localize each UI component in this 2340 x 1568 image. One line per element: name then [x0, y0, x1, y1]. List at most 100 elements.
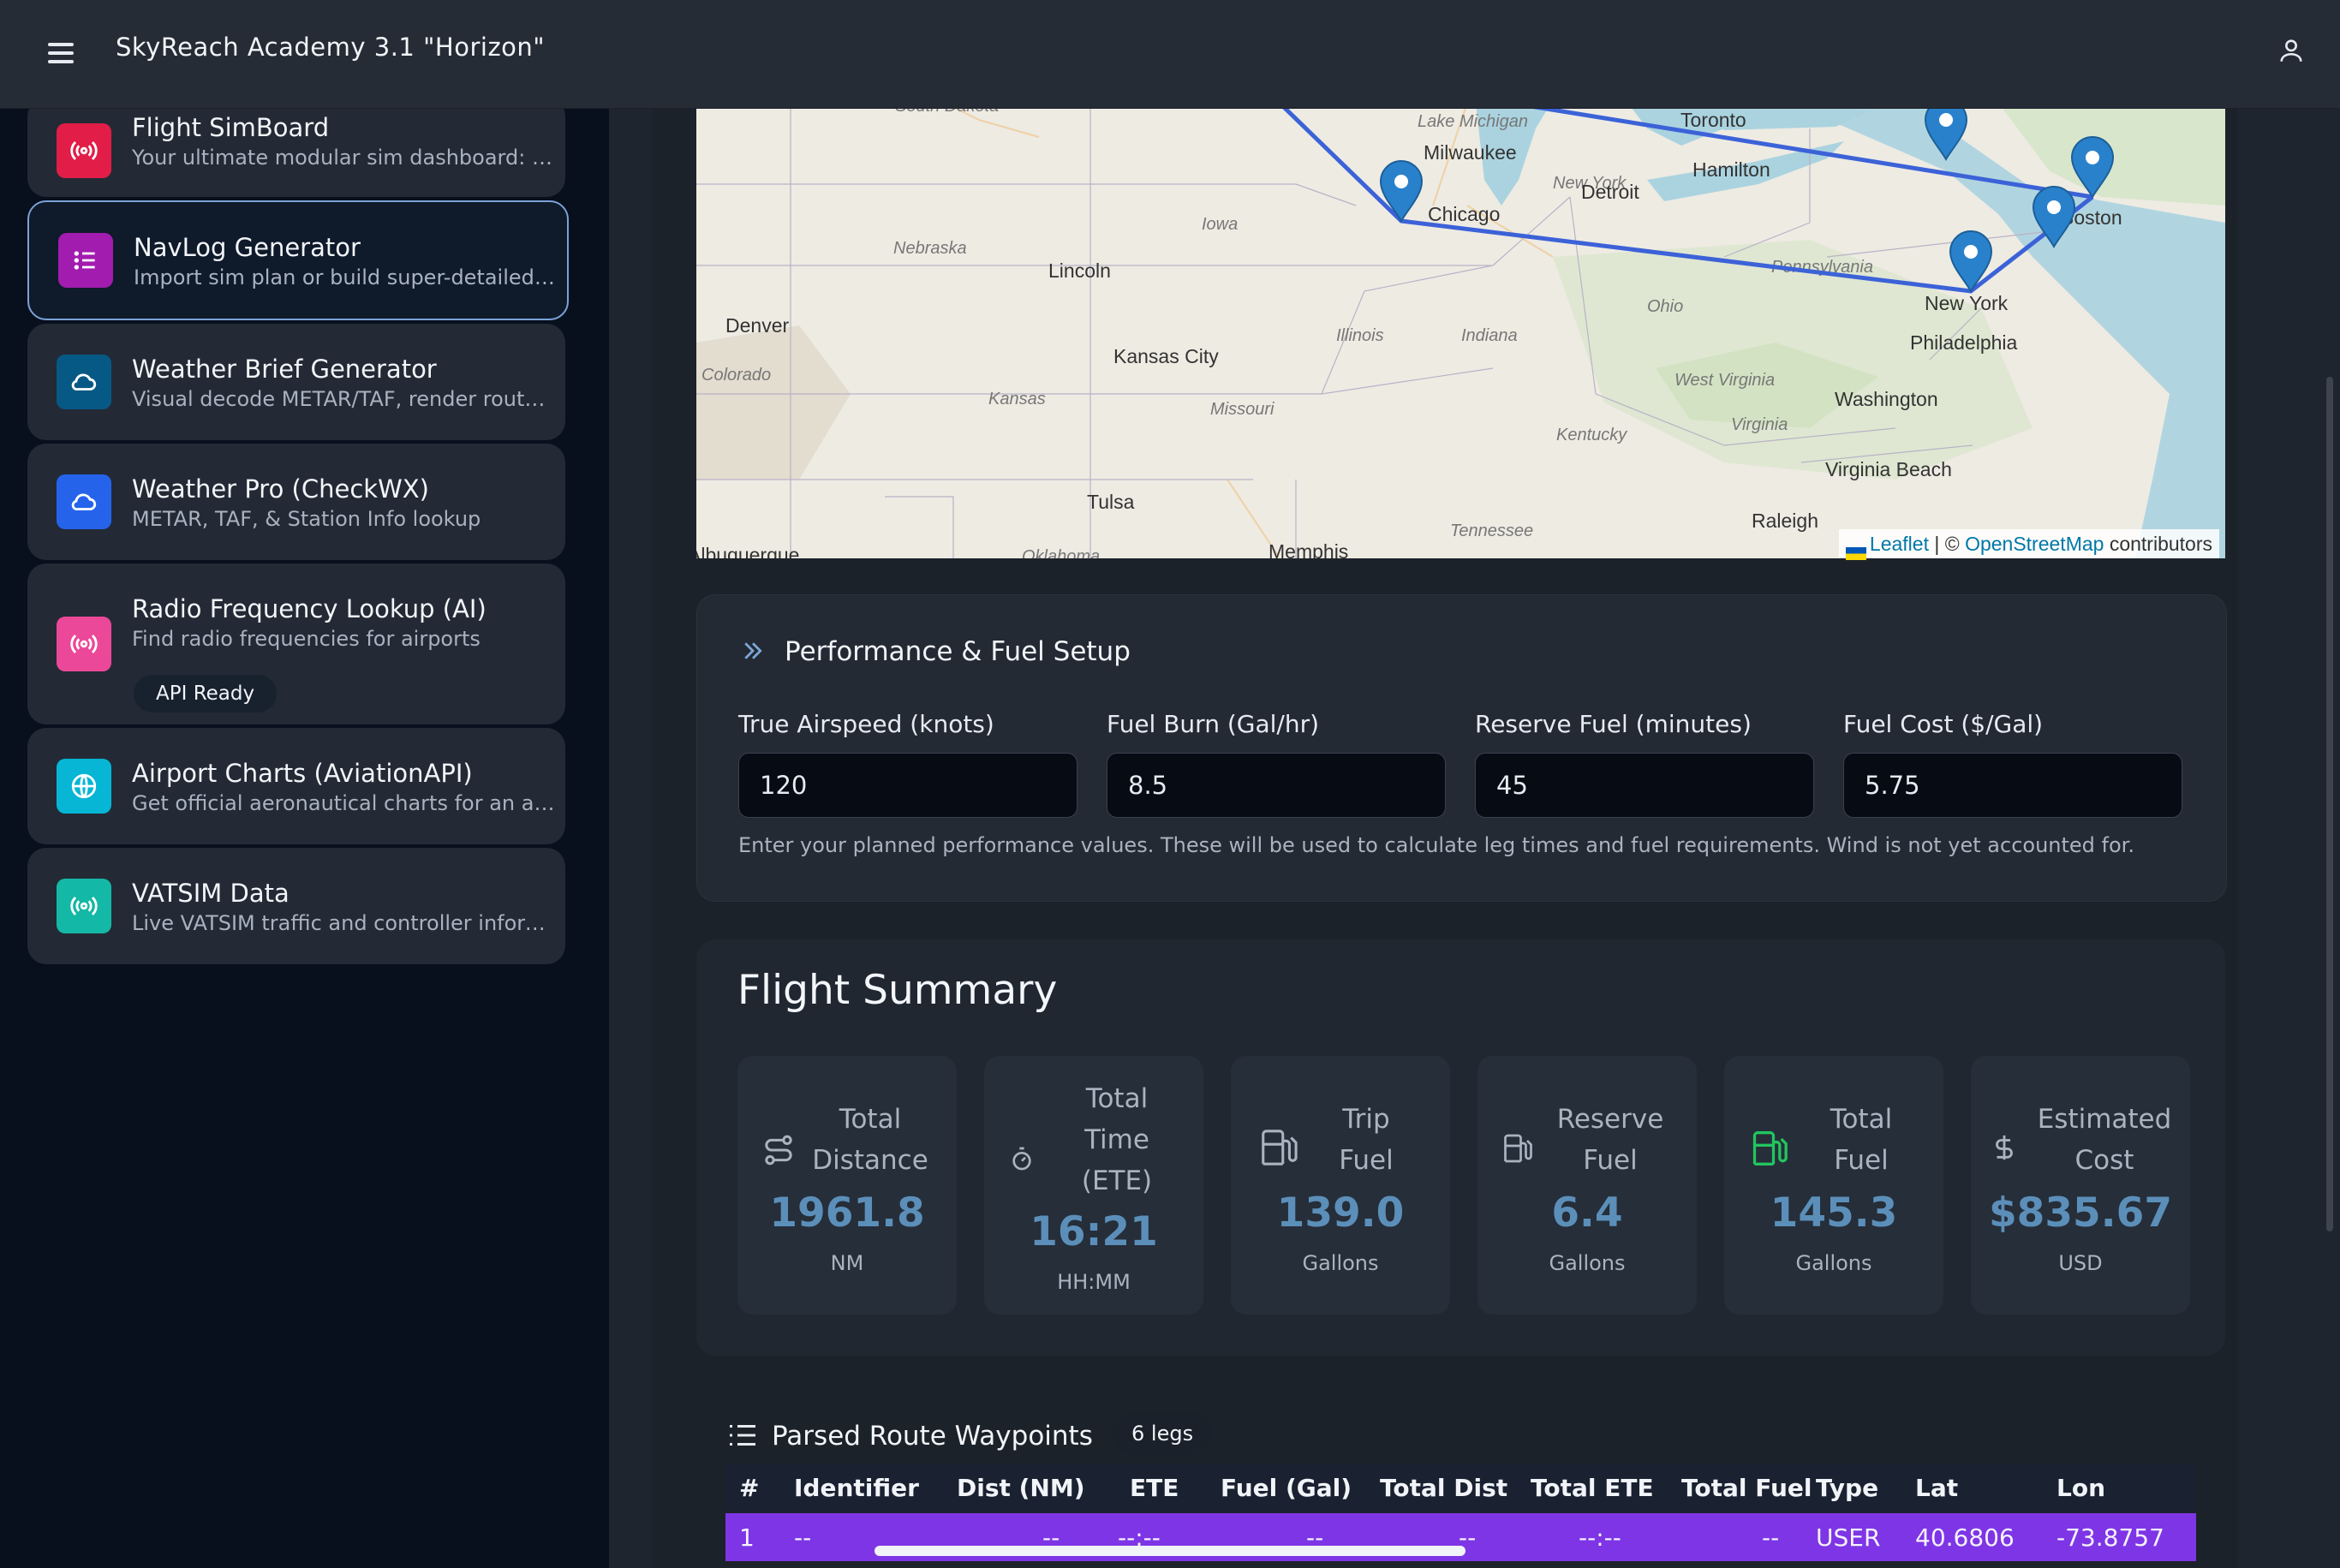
user-icon[interactable]	[2277, 36, 2306, 65]
horizontal-scrollbar[interactable]	[875, 1546, 1465, 1556]
stat-value: $835.67	[1988, 1189, 2173, 1237]
sidebar-item-desc: Visual decode METAR/TAF, render route ..…	[132, 387, 556, 411]
fuel-pump-icon	[1752, 1131, 1788, 1166]
svg-text:Iowa: Iowa	[1202, 215, 1238, 234]
svg-text:New York: New York	[1553, 174, 1627, 193]
column-header[interactable]: Identifier	[794, 1474, 919, 1502]
section-title: Parsed Route Waypoints	[772, 1421, 1093, 1452]
svg-text:Ohio: Ohio	[1647, 297, 1683, 316]
table-cell: 40.6806	[1915, 1523, 2015, 1552]
svg-text:Hamilton: Hamilton	[1692, 158, 1770, 181]
stat-label: Reserve Fuel	[1556, 1104, 1664, 1176]
cloud-icon	[57, 474, 111, 529]
column-header[interactable]: Dist (NM)	[957, 1474, 1085, 1502]
svg-text:Detroit: Detroit	[1581, 181, 1639, 203]
sidebar-item-title: Airport Charts (AviationAPI)	[132, 759, 473, 788]
stat-value: 16:21	[1030, 1208, 1158, 1255]
panel-heading: Performance & Fuel Setup	[785, 636, 1131, 667]
sidebar-item-airport-charts[interactable]: Airport Charts (AviationAPI) Get officia…	[27, 728, 565, 844]
waypoints-section: Parsed Route Waypoints 6 legs	[696, 1393, 2225, 1460]
sidebar-item-title: Weather Brief Generator	[132, 355, 437, 384]
svg-text:Tennessee: Tennessee	[1450, 522, 1533, 540]
waypoint-marker[interactable]	[2070, 136, 2115, 200]
stat-label: Total Distance	[812, 1104, 928, 1176]
svg-text:Kansas City: Kansas City	[1113, 345, 1219, 367]
sidebar-item-title: VATSIM Data	[132, 879, 290, 908]
reserve-fuel-input[interactable]	[1475, 753, 1814, 818]
leaflet-link[interactable]: Leaflet	[1869, 533, 1929, 555]
attribution-contributors: contributors	[2109, 533, 2212, 555]
svg-text:Pennsylvania: Pennsylvania	[1771, 258, 1873, 277]
stat-label: Trip Fuel	[1339, 1104, 1394, 1176]
stat-unit: HH:MM	[1057, 1270, 1131, 1294]
table-cell: --:--	[1579, 1523, 1621, 1552]
vertical-scrollbar[interactable]	[2326, 377, 2333, 1231]
radio-icon	[57, 879, 111, 933]
sidebar-item-flight-simboard[interactable]: Flight SimBoard Your ultimate modular si…	[27, 98, 565, 197]
svg-text:Nebraska: Nebraska	[893, 239, 967, 258]
svg-text:Kentucky: Kentucky	[1556, 426, 1627, 444]
stat-unit: Gallons	[1302, 1251, 1379, 1275]
sidebar-item-vatsim-data[interactable]: VATSIM Data Live VATSIM traffic and cont…	[27, 848, 565, 964]
app-title: SkyReach Academy 3.1 "Horizon"	[116, 33, 546, 62]
openstreetmap-link[interactable]: OpenStreetMap	[1965, 533, 2104, 555]
svg-text:Denver: Denver	[725, 314, 789, 337]
column-header[interactable]: Total Dist	[1380, 1474, 1508, 1502]
waypoint-table-header: # Identifier Dist (NM) ETE Fuel (Gal) To…	[725, 1464, 2196, 1511]
true-airspeed-input[interactable]	[738, 753, 1077, 818]
svg-text:Lake Michigan: Lake Michigan	[1418, 112, 1528, 131]
dollar-icon	[1996, 1135, 2013, 1160]
stat-card-estimated-cost: Estimated Cost $835.67 USD	[1971, 1056, 2190, 1315]
svg-text:Memphis: Memphis	[1268, 540, 1348, 558]
column-header[interactable]: Total ETE	[1531, 1474, 1654, 1502]
table-cell: --	[1306, 1523, 1324, 1552]
stat-unit: NM	[830, 1251, 864, 1275]
chevrons-right-icon	[744, 642, 762, 659]
sidebar-item-desc: Live VATSIM traffic and controller infor…	[132, 911, 556, 935]
stat-value: 1961.8	[769, 1189, 925, 1237]
list-icon	[58, 233, 113, 288]
menu-icon[interactable]	[48, 38, 74, 69]
table-cell: --	[1762, 1523, 1780, 1552]
column-header[interactable]: ETE	[1130, 1474, 1179, 1502]
svg-text:Philadelphia: Philadelphia	[1910, 331, 2018, 354]
map-attribution: Leaflet | © OpenStreetMap contributors	[1838, 529, 2219, 561]
stat-unit: Gallons	[1795, 1251, 1872, 1275]
sidebar-item-weather-pro[interactable]: Weather Pro (CheckWX) METAR, TAF, & Stat…	[27, 444, 565, 560]
sidebar-item-title: Radio Frequency Lookup (AI)	[132, 594, 487, 623]
table-cell: -73.8757	[2056, 1523, 2164, 1552]
fuel-cost-input[interactable]	[1843, 753, 2182, 818]
column-header[interactable]: Type	[1816, 1474, 1879, 1502]
svg-text:Virginia Beach: Virginia Beach	[1825, 458, 1952, 480]
sidebar-item-title: Flight SimBoard	[132, 113, 330, 142]
waypoint-marker[interactable]	[2032, 186, 2076, 249]
sidebar-item-weather-brief[interactable]: Weather Brief Generator Visual decode ME…	[27, 324, 565, 440]
fuel-burn-input[interactable]	[1107, 753, 1446, 818]
radio-icon	[57, 123, 111, 178]
svg-text:Lincoln: Lincoln	[1048, 259, 1111, 282]
fuel-pump-icon	[1262, 1130, 1298, 1166]
stat-label: Estimated Cost	[2037, 1104, 2172, 1176]
cloud-icon	[57, 355, 111, 409]
svg-text:Colorado: Colorado	[701, 366, 771, 385]
flight-summary: Flight Summary Total Distance 1961.8 NM T…	[696, 939, 2225, 1356]
list-icon	[730, 1425, 755, 1446]
waypoint-marker[interactable]	[1949, 230, 1993, 294]
ukraine-flag-icon	[1845, 539, 1866, 561]
sidebar-item-navlog-generator[interactable]: NavLog Generator Import sim plan or buil…	[27, 200, 569, 320]
timer-icon	[1012, 1147, 1031, 1171]
svg-text:Missouri: Missouri	[1210, 400, 1274, 419]
stat-card-reserve-fuel: Reserve Fuel 6.4 Gallons	[1477, 1056, 1697, 1315]
table-cell: 1	[739, 1523, 755, 1552]
column-header[interactable]: Lat	[1915, 1474, 1959, 1502]
column-header[interactable]: Fuel (Gal)	[1221, 1474, 1352, 1502]
waypoint-marker[interactable]	[1379, 160, 1424, 224]
sidebar-item-desc: Find radio frequencies for airports	[132, 627, 481, 651]
column-header[interactable]: Lon	[2056, 1474, 2106, 1502]
column-header[interactable]: Total Fuel	[1681, 1474, 1812, 1502]
column-header[interactable]: #	[739, 1474, 760, 1502]
fuel-pump-icon	[1504, 1134, 1532, 1163]
stat-card-total-time: Total Time (ETE) 16:21 HH:MM	[984, 1056, 1203, 1315]
sidebar-item-radio-frequency[interactable]: Radio Frequency Lookup (AI) Find radio f…	[27, 563, 565, 724]
stat-unit: USD	[2058, 1251, 2103, 1275]
